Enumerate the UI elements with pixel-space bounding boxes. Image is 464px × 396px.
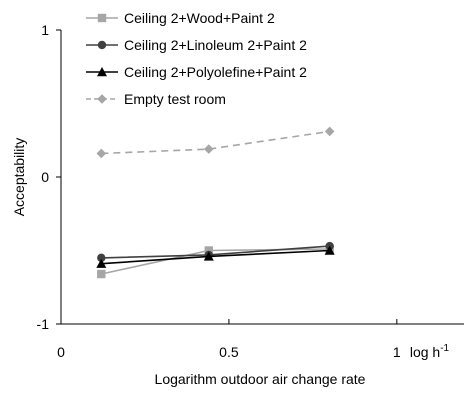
axes: -1 0 1 0 0.5 1 log h-1 — [37, 22, 464, 360]
circle-marker — [97, 253, 106, 263]
triangle-marker — [97, 67, 107, 77]
triangle-marker — [96, 258, 107, 268]
series-line — [101, 130, 330, 155]
legend-item: Ceiling 2+Wood+Paint 2 — [86, 10, 275, 26]
y-tick-label: 0 — [41, 169, 49, 185]
x-tick-label: 1 — [393, 344, 401, 360]
diamond-marker — [96, 148, 107, 159]
triangle-marker — [324, 245, 335, 255]
circle-marker — [97, 40, 107, 50]
y-tick-label: 1 — [41, 22, 49, 38]
series-4 — [96, 126, 335, 159]
y-axis-label: Acceptability — [11, 138, 27, 217]
x-unit-label: log h-1 — [410, 343, 450, 360]
legend-label: Ceiling 2+Polyolefine+Paint 2 — [124, 64, 307, 80]
legend-item: Empty test room — [86, 91, 226, 107]
triangle-marker — [203, 251, 214, 261]
x-tick-label: 0.5 — [219, 344, 239, 360]
square-marker — [204, 246, 213, 255]
legend-item: Ceiling 2+Linoleum 2+Paint 2 — [86, 37, 307, 53]
y-tick-label: -1 — [37, 316, 50, 332]
series-3 — [96, 245, 335, 268]
diamond-marker — [324, 126, 335, 137]
legend: Ceiling 2+Wood+Paint 2 Ceiling 2+Linoleum… — [86, 10, 307, 107]
legend-label: Empty test room — [124, 91, 226, 107]
x-unit-superscript: -1 — [440, 343, 449, 354]
square-marker — [97, 13, 107, 23]
series-layer — [96, 126, 335, 279]
legend-item: Ceiling 2+Polyolefine+Paint 2 — [86, 64, 307, 80]
square-marker — [97, 269, 106, 279]
diamond-marker — [97, 94, 107, 104]
x-axis-label: Logarithm outdoor air change rate — [155, 371, 366, 387]
x-tick-label: 0 — [57, 344, 65, 360]
diamond-marker — [203, 144, 214, 154]
legend-label: Ceiling 2+Wood+Paint 2 — [124, 10, 275, 26]
legend-label: Ceiling 2+Linoleum 2+Paint 2 — [124, 37, 307, 53]
